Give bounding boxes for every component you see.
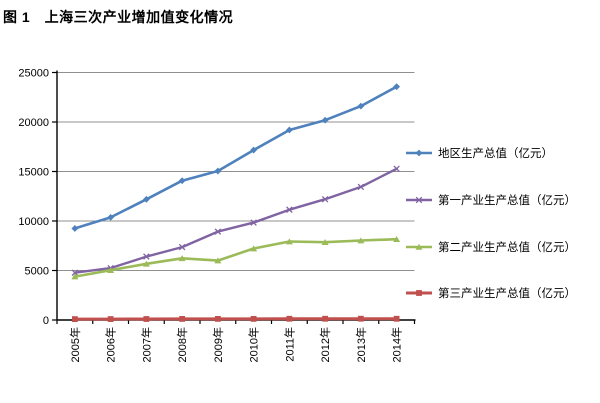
x-category-label: 2009年 [211,327,225,362]
series-line-0 [73,85,398,230]
triangle-marker [393,235,401,242]
diamond-marker [250,146,258,154]
x-category-label: 2010年 [247,327,261,362]
triangle-marker [142,260,150,267]
x-marker [178,243,186,251]
y-tick-label: 5000 [25,266,49,278]
x-category-label: 2007年 [139,327,153,362]
x-marker [357,183,365,191]
square-marker [322,315,329,322]
x-marker [286,206,293,213]
diamond-marker [393,83,401,91]
triangle-marker [71,273,79,280]
triangle-marker [321,239,329,246]
triangle-marker [285,238,293,245]
x-marker [393,165,400,173]
y-tick-label: 25000 [18,68,49,80]
square-marker [250,315,257,322]
x-marker [214,228,222,235]
diamond-marker [107,213,115,221]
y-tick-label: 20000 [18,117,49,129]
square-marker [179,316,186,322]
series-line-1 [73,167,398,274]
x-category-label: 2014年 [390,327,404,362]
triangle-marker [214,257,222,264]
triangle-marker [250,245,258,252]
series-line-2 [73,237,398,278]
triangle-marker [357,237,365,244]
x-category-label: 2008年 [175,327,189,362]
square-marker [357,315,364,322]
square-marker [107,316,114,322]
triangle-marker [107,267,115,274]
diamond-marker [71,225,79,232]
x-category-label: 2013年 [354,327,368,362]
x-marker [143,253,150,260]
diamond-marker [214,167,222,175]
x-category-label: 2006年 [104,327,118,362]
diamond-marker [142,195,150,203]
y-tick-label: 0 [43,315,49,327]
chart-title: 图 1 上海三次产业增加值变化情况 [3,9,234,25]
y-tick-label: 15000 [18,167,49,179]
x-category-label: 2005年 [68,327,82,362]
diamond-marker [321,116,329,124]
x-category-label: 2011年 [282,327,296,362]
x-marker [321,195,329,203]
x-marker [71,269,79,276]
diamond-marker [285,126,293,134]
square-marker [214,315,221,322]
y-tick-label: 10000 [18,216,49,228]
diamond-marker [178,177,186,185]
diamond-marker [357,102,365,110]
square-marker [71,316,78,323]
x-marker [250,219,257,226]
x-category-label: 2012年 [318,327,332,362]
square-marker [143,316,150,322]
square-marker [286,315,293,322]
triangle-marker [178,255,186,262]
square-marker [393,315,400,322]
